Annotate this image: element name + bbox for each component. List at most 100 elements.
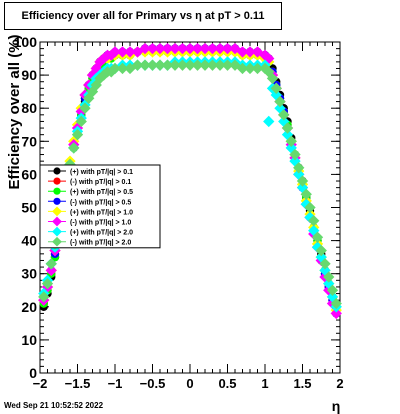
legend-label: (+) with pT/|q| > 1.0 <box>70 209 133 216</box>
data-point <box>308 215 320 227</box>
data-point <box>285 142 297 154</box>
data-point <box>221 42 234 55</box>
legend-label: (+) with pT/|q| > 2.0 <box>70 230 133 237</box>
data-point <box>79 102 91 114</box>
data-point <box>206 59 219 71</box>
legend-marker <box>52 216 62 227</box>
x-tick-label: 0.5 <box>218 376 236 391</box>
data-point <box>293 168 305 181</box>
data-point <box>139 42 151 55</box>
data-point <box>169 42 181 55</box>
data-point <box>263 66 275 78</box>
data-point <box>319 264 331 277</box>
data-point <box>109 62 121 75</box>
data-point <box>116 46 129 58</box>
legend-marker <box>52 236 62 247</box>
data-point <box>266 72 279 85</box>
data-point <box>75 115 87 128</box>
data-markers <box>38 42 342 320</box>
data-point <box>281 122 294 134</box>
data-point <box>311 231 324 243</box>
data-point <box>109 46 121 58</box>
chart-title: Efficiency over all for Primary vs η at … <box>4 2 282 30</box>
x-tick-label: −1.5 <box>65 376 91 391</box>
data-point <box>199 42 211 55</box>
x-tick-label: 1 <box>261 376 268 391</box>
data-point <box>289 155 301 167</box>
data-point <box>244 62 256 75</box>
data-point <box>270 89 282 101</box>
y-tick-label: 70 <box>21 133 37 149</box>
data-point <box>124 46 136 58</box>
data-point <box>161 42 174 55</box>
x-tick-label: −2 <box>33 376 48 391</box>
data-point <box>326 284 339 296</box>
data-point <box>199 59 211 71</box>
data-point <box>184 59 196 71</box>
data-point <box>45 258 57 270</box>
data-point <box>68 142 80 154</box>
data-point <box>236 46 249 58</box>
chart-title-text: Efficiency over all for Primary vs η at … <box>21 10 265 22</box>
data-point <box>41 277 54 290</box>
y-tick-label: 10 <box>21 332 37 348</box>
data-point <box>289 148 301 161</box>
x-tick-label: 2 <box>336 376 343 391</box>
data-point <box>94 72 106 85</box>
data-point <box>270 82 282 95</box>
y-tick-label: 60 <box>21 166 37 182</box>
data-point <box>131 59 144 71</box>
legend-marker <box>52 226 62 237</box>
data-point <box>278 115 290 128</box>
data-point <box>146 42 159 55</box>
x-tick-label: −0.5 <box>140 376 166 391</box>
data-point <box>139 59 151 71</box>
y-tick-label: 90 <box>21 67 37 83</box>
data-point <box>146 59 159 71</box>
data-point <box>214 59 226 71</box>
x-axis-label: η <box>332 398 341 414</box>
timestamp: Wed Sep 21 10:52:52 2022 <box>4 401 104 410</box>
x-tick-label: 0 <box>186 376 193 391</box>
y-tick-label: 0 <box>29 365 37 381</box>
data-point <box>300 198 312 210</box>
y-tick-label: 40 <box>21 233 37 249</box>
data-point <box>278 109 290 121</box>
legend: (+) with pT/|q| > 0.1 (-) with pT/|q| > 0… <box>39 164 161 249</box>
data-point <box>274 95 286 108</box>
y-tick-label: 50 <box>21 200 37 216</box>
data-point <box>176 42 189 55</box>
data-point <box>285 135 297 147</box>
legend-label: (-) with pT/|q| > 0.5 <box>70 199 131 206</box>
data-point <box>191 59 204 71</box>
data-point <box>274 102 286 114</box>
data-point <box>214 42 226 55</box>
data-point <box>330 297 342 310</box>
data-point <box>45 264 57 277</box>
data-point <box>326 291 339 303</box>
legend-label: (-) with pT/|q| > 1.0 <box>70 220 131 227</box>
data-point <box>154 59 166 71</box>
legend-label: (-) with pT/|q| > 2.0 <box>70 240 131 247</box>
data-point <box>251 46 264 58</box>
data-point <box>169 59 181 71</box>
legend-marker <box>53 167 61 175</box>
legend-marker <box>53 187 61 195</box>
data-point <box>154 42 166 55</box>
y-tick-label: 80 <box>21 100 37 116</box>
data-point <box>161 59 174 71</box>
data-point <box>293 162 305 174</box>
data-point <box>116 62 129 75</box>
legend-marker <box>52 206 62 217</box>
legend-label: (+) with pT/|q| > 0.1 <box>70 169 133 176</box>
data-point <box>263 115 275 128</box>
data-point <box>221 59 234 71</box>
data-point <box>300 188 312 200</box>
data-point <box>296 175 309 187</box>
x-tick-label: −1 <box>108 376 123 391</box>
legend-label: (+) with pT/|q| > 0.5 <box>70 189 133 196</box>
y-axis-label: Efficiency over all (%) <box>6 34 23 189</box>
data-point <box>296 181 309 194</box>
data-point <box>281 129 294 141</box>
